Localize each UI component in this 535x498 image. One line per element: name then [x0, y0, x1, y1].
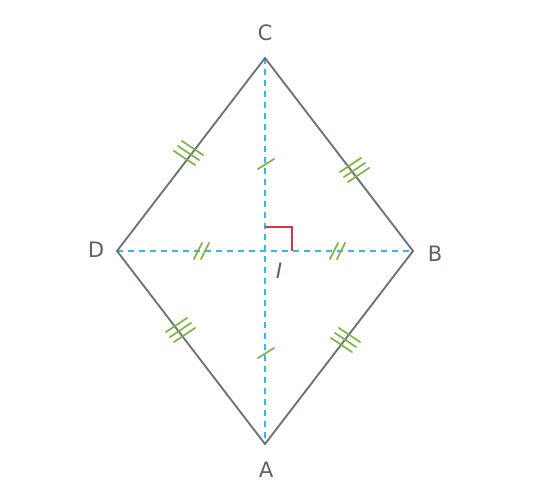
vertex-label-b: B — [428, 242, 442, 266]
diagonal-tick-ic — [257, 158, 275, 170]
diagonal-tick-ia — [257, 347, 275, 359]
diagonal-ticks-ib — [329, 242, 346, 260]
side-tick-marks-ab — [330, 327, 361, 353]
center-label-i: I — [276, 259, 282, 283]
diagonal-ticks-di — [193, 242, 210, 260]
side-ab — [264, 250, 414, 445]
side-tick-marks-ad — [165, 317, 196, 343]
side-tick-marks-cd — [173, 140, 204, 166]
side-cb — [264, 57, 414, 252]
right-angle-marker — [265, 226, 293, 251]
vertex-label-c: C — [258, 21, 273, 45]
side-tick-marks-cb — [339, 157, 370, 183]
vertex-label-d: D — [88, 238, 104, 262]
side-ad — [116, 250, 266, 445]
vertex-label-a: A — [259, 458, 274, 482]
